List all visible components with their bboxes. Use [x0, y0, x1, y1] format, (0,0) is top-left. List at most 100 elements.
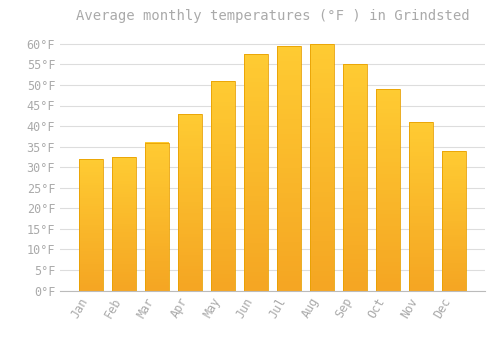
Bar: [376, 149, 400, 154]
Bar: [80, 183, 103, 185]
Bar: [112, 210, 136, 213]
Bar: [277, 183, 301, 188]
Bar: [112, 199, 136, 202]
Bar: [277, 61, 301, 65]
Bar: [80, 228, 103, 230]
Bar: [409, 176, 432, 179]
Bar: [277, 286, 301, 290]
Bar: [146, 152, 169, 154]
Bar: [376, 266, 400, 270]
Bar: [277, 212, 301, 217]
Bar: [277, 246, 301, 251]
Bar: [343, 146, 367, 150]
Bar: [211, 186, 235, 190]
Bar: [409, 240, 432, 243]
Bar: [112, 274, 136, 277]
Bar: [80, 190, 103, 193]
Bar: [409, 132, 432, 135]
Bar: [310, 69, 334, 74]
Bar: [244, 125, 268, 130]
Bar: [211, 123, 235, 127]
Bar: [310, 49, 334, 54]
Bar: [178, 273, 202, 277]
Bar: [211, 152, 235, 156]
Bar: [146, 202, 169, 205]
Bar: [310, 182, 334, 187]
Bar: [178, 234, 202, 237]
Bar: [80, 188, 103, 190]
Bar: [112, 160, 136, 162]
Bar: [343, 105, 367, 110]
Bar: [343, 209, 367, 214]
Bar: [310, 276, 334, 281]
Bar: [343, 96, 367, 100]
Bar: [112, 282, 136, 285]
Bar: [277, 256, 301, 261]
Bar: [178, 287, 202, 290]
Bar: [112, 157, 136, 290]
Bar: [409, 223, 432, 226]
Bar: [80, 159, 103, 162]
Bar: [211, 81, 235, 85]
Bar: [376, 210, 400, 214]
Bar: [277, 276, 301, 281]
Bar: [277, 46, 301, 290]
Bar: [146, 154, 169, 157]
Bar: [211, 156, 235, 161]
Bar: [146, 279, 169, 282]
Bar: [277, 105, 301, 110]
Bar: [277, 281, 301, 286]
Bar: [80, 204, 103, 206]
Bar: [277, 139, 301, 144]
Bar: [442, 232, 466, 235]
Bar: [442, 243, 466, 246]
Bar: [244, 182, 268, 187]
Bar: [112, 237, 136, 240]
Bar: [146, 261, 169, 264]
Bar: [310, 286, 334, 290]
Bar: [376, 121, 400, 125]
Bar: [211, 202, 235, 206]
Bar: [178, 170, 202, 174]
Bar: [277, 241, 301, 246]
Bar: [376, 254, 400, 258]
Bar: [146, 157, 169, 160]
Bar: [178, 248, 202, 252]
Bar: [376, 93, 400, 97]
Bar: [376, 222, 400, 226]
Bar: [376, 282, 400, 286]
Bar: [343, 69, 367, 74]
Bar: [409, 135, 432, 139]
Bar: [146, 282, 169, 285]
Bar: [146, 199, 169, 202]
Bar: [244, 238, 268, 243]
Bar: [376, 101, 400, 105]
Bar: [178, 139, 202, 142]
Bar: [310, 147, 334, 152]
Bar: [343, 83, 367, 87]
Bar: [409, 247, 432, 250]
Bar: [277, 80, 301, 85]
Bar: [277, 168, 301, 173]
Bar: [178, 174, 202, 177]
Bar: [112, 184, 136, 186]
Bar: [310, 138, 334, 142]
Bar: [442, 206, 466, 209]
Bar: [112, 277, 136, 280]
Bar: [310, 236, 334, 241]
Bar: [376, 226, 400, 230]
Bar: [277, 51, 301, 56]
Bar: [112, 245, 136, 248]
Bar: [112, 197, 136, 199]
Bar: [409, 267, 432, 270]
Bar: [277, 114, 301, 119]
Bar: [376, 186, 400, 190]
Bar: [310, 177, 334, 182]
Bar: [277, 193, 301, 197]
Bar: [244, 116, 268, 120]
Bar: [244, 215, 268, 219]
Bar: [310, 64, 334, 69]
Bar: [146, 217, 169, 219]
Bar: [178, 177, 202, 181]
Bar: [178, 163, 202, 167]
